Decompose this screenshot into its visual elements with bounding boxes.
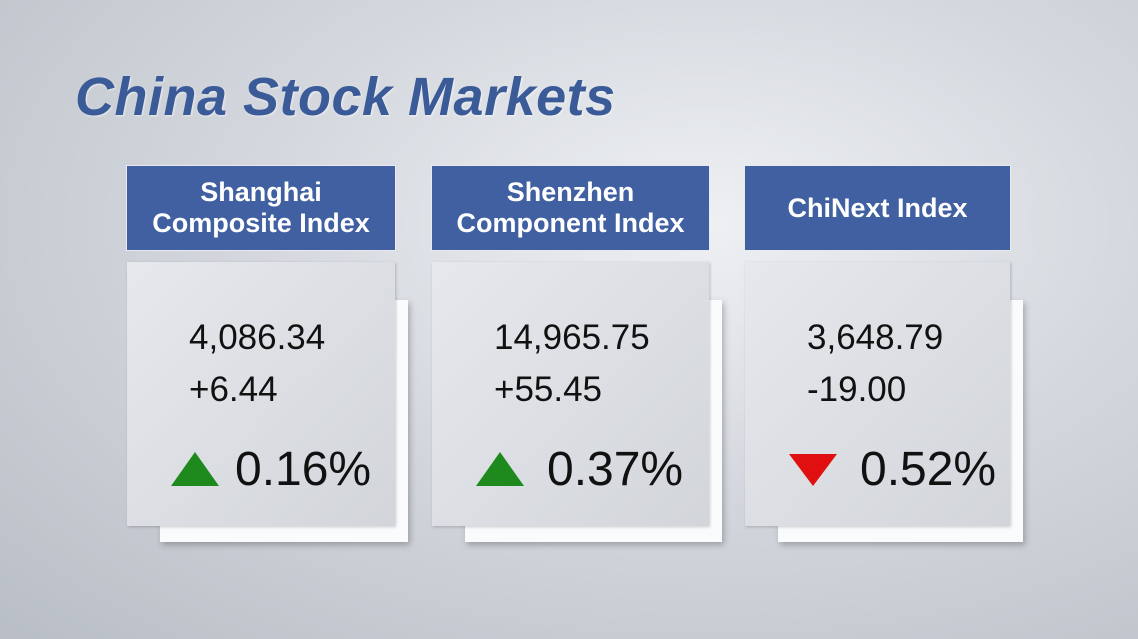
direction-arrow [476, 452, 524, 486]
card-name: ChiNext Index [787, 192, 968, 223]
arrow [171, 452, 219, 486]
card [432, 262, 709, 526]
index-change: -19.00 [807, 370, 907, 409]
index-value: 14,965.75 [494, 318, 650, 357]
index-value: 3,648.79 [807, 318, 944, 357]
direction-arrow [171, 452, 219, 486]
card-name: Component Index [456, 208, 685, 238]
index-value: 4,086.34 [189, 318, 326, 357]
direction-arrow [789, 454, 837, 486]
percent-change: 0.16% [235, 443, 372, 496]
card-name: Composite Index [152, 208, 370, 238]
card-header: Shanghai Composite Index [127, 166, 395, 250]
card-name: Shanghai [200, 177, 322, 207]
card-name: Shenzhen [506, 177, 635, 207]
index-change: +55.45 [494, 370, 603, 409]
title: China Stock Markets [75, 67, 616, 127]
percent-change: 0.52% [860, 443, 997, 496]
arrow [789, 454, 837, 486]
card-header: ChiNext Index [745, 166, 1010, 250]
card [127, 262, 395, 526]
card-header: Shenzhen Component Index [432, 166, 709, 250]
percent-change: 0.37% [547, 443, 684, 496]
arrow [476, 452, 524, 486]
card [745, 262, 1010, 526]
index-change: +6.44 [189, 370, 278, 409]
